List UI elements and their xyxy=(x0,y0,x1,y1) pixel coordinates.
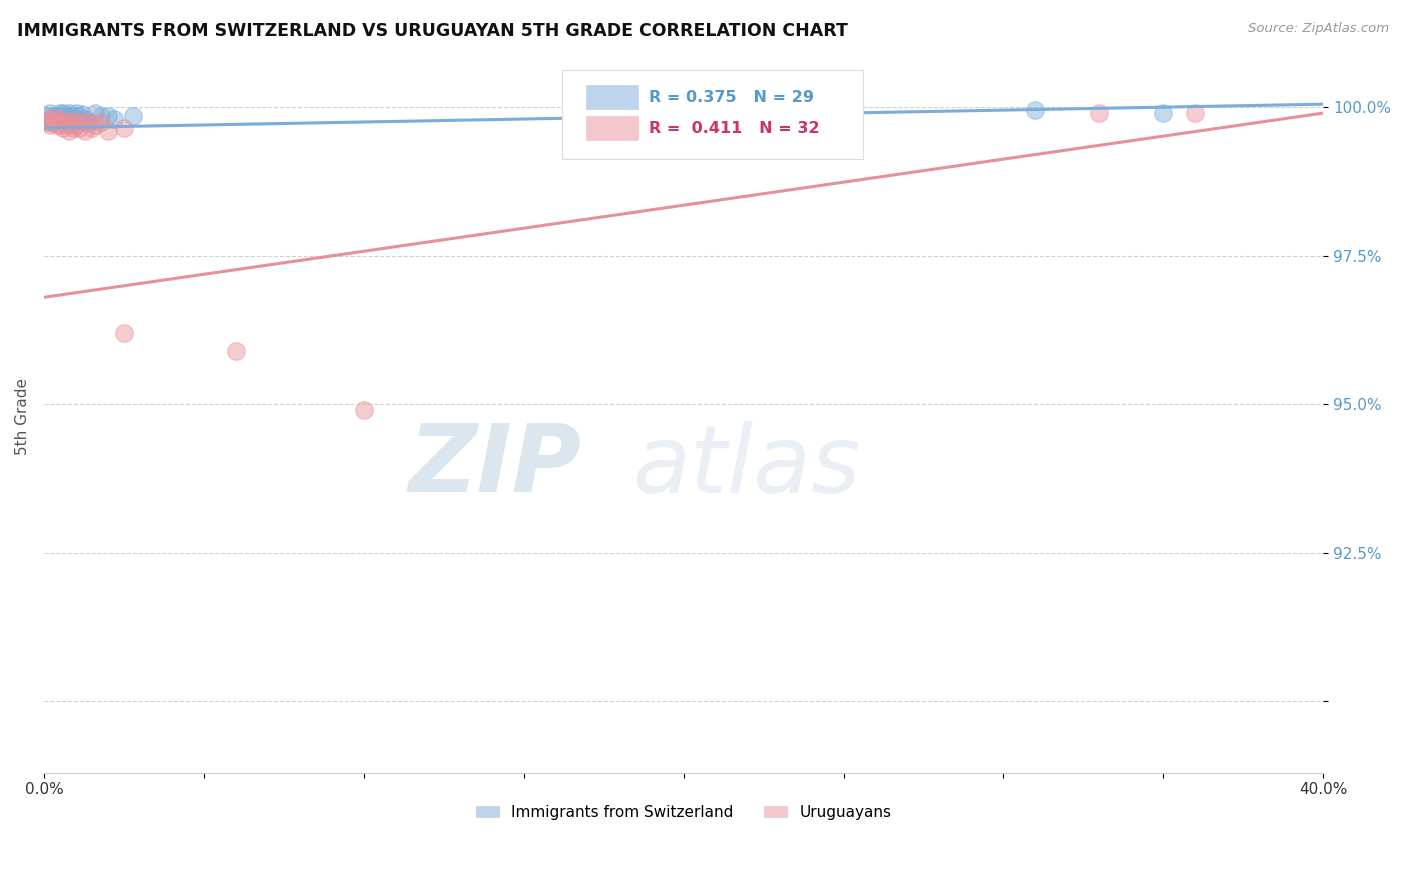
Point xyxy=(75,124,97,138)
Point xyxy=(39,112,62,126)
Point xyxy=(65,112,87,126)
Point xyxy=(90,109,112,123)
Point xyxy=(84,106,107,120)
Text: R = 0.375   N = 29: R = 0.375 N = 29 xyxy=(650,90,814,105)
Point xyxy=(225,343,247,358)
Point xyxy=(65,118,87,132)
Point xyxy=(67,120,90,135)
Point xyxy=(58,115,80,129)
Point xyxy=(75,112,97,126)
Point xyxy=(1184,106,1206,120)
Point xyxy=(90,115,112,129)
Point xyxy=(55,115,77,129)
Point xyxy=(72,115,94,129)
FancyBboxPatch shape xyxy=(562,70,863,160)
Point xyxy=(52,120,75,135)
Point xyxy=(77,115,100,129)
Text: Source: ZipAtlas.com: Source: ZipAtlas.com xyxy=(1249,22,1389,36)
Text: IMMIGRANTS FROM SWITZERLAND VS URUGUAYAN 5TH GRADE CORRELATION CHART: IMMIGRANTS FROM SWITZERLAND VS URUGUAYAN… xyxy=(17,22,848,40)
Point xyxy=(58,106,80,120)
Point xyxy=(77,115,100,129)
Point xyxy=(62,115,84,129)
Point xyxy=(65,106,87,120)
Point xyxy=(58,118,80,132)
Point xyxy=(112,120,135,135)
Point xyxy=(35,109,58,123)
Point xyxy=(62,120,84,135)
Text: atlas: atlas xyxy=(633,421,860,512)
Point xyxy=(353,403,375,417)
Point xyxy=(103,112,125,126)
Point xyxy=(52,106,75,120)
Point xyxy=(39,106,62,120)
Point xyxy=(112,326,135,340)
Point xyxy=(49,109,72,123)
Point xyxy=(122,109,145,123)
Point xyxy=(72,107,94,121)
Point xyxy=(42,109,65,123)
Point xyxy=(65,115,87,129)
Point xyxy=(49,112,72,126)
Point xyxy=(45,115,67,129)
Point xyxy=(72,115,94,129)
Legend: Immigrants from Switzerland, Uruguayans: Immigrants from Switzerland, Uruguayans xyxy=(470,798,897,826)
Point xyxy=(45,118,67,132)
Point xyxy=(39,115,62,129)
Point xyxy=(58,124,80,138)
Point xyxy=(42,115,65,129)
Point xyxy=(1088,106,1111,120)
Y-axis label: 5th Grade: 5th Grade xyxy=(15,377,30,455)
Point xyxy=(52,115,75,129)
Point xyxy=(49,106,72,120)
Point xyxy=(45,109,67,123)
Point xyxy=(62,109,84,123)
Point xyxy=(42,112,65,126)
Point xyxy=(39,118,62,132)
Point xyxy=(97,124,120,138)
Point xyxy=(49,118,72,132)
Text: R =  0.411   N = 32: R = 0.411 N = 32 xyxy=(650,121,820,136)
Point xyxy=(52,112,75,126)
Point xyxy=(67,109,90,123)
Point xyxy=(55,109,77,123)
Point xyxy=(80,120,103,135)
Point xyxy=(35,115,58,129)
Text: ZIP: ZIP xyxy=(408,420,581,512)
Point xyxy=(1152,106,1174,120)
Point xyxy=(45,115,67,129)
FancyBboxPatch shape xyxy=(586,116,637,140)
FancyBboxPatch shape xyxy=(586,85,637,109)
Point xyxy=(84,118,107,132)
Point xyxy=(1024,103,1046,117)
Point xyxy=(42,115,65,129)
Point xyxy=(97,109,120,123)
